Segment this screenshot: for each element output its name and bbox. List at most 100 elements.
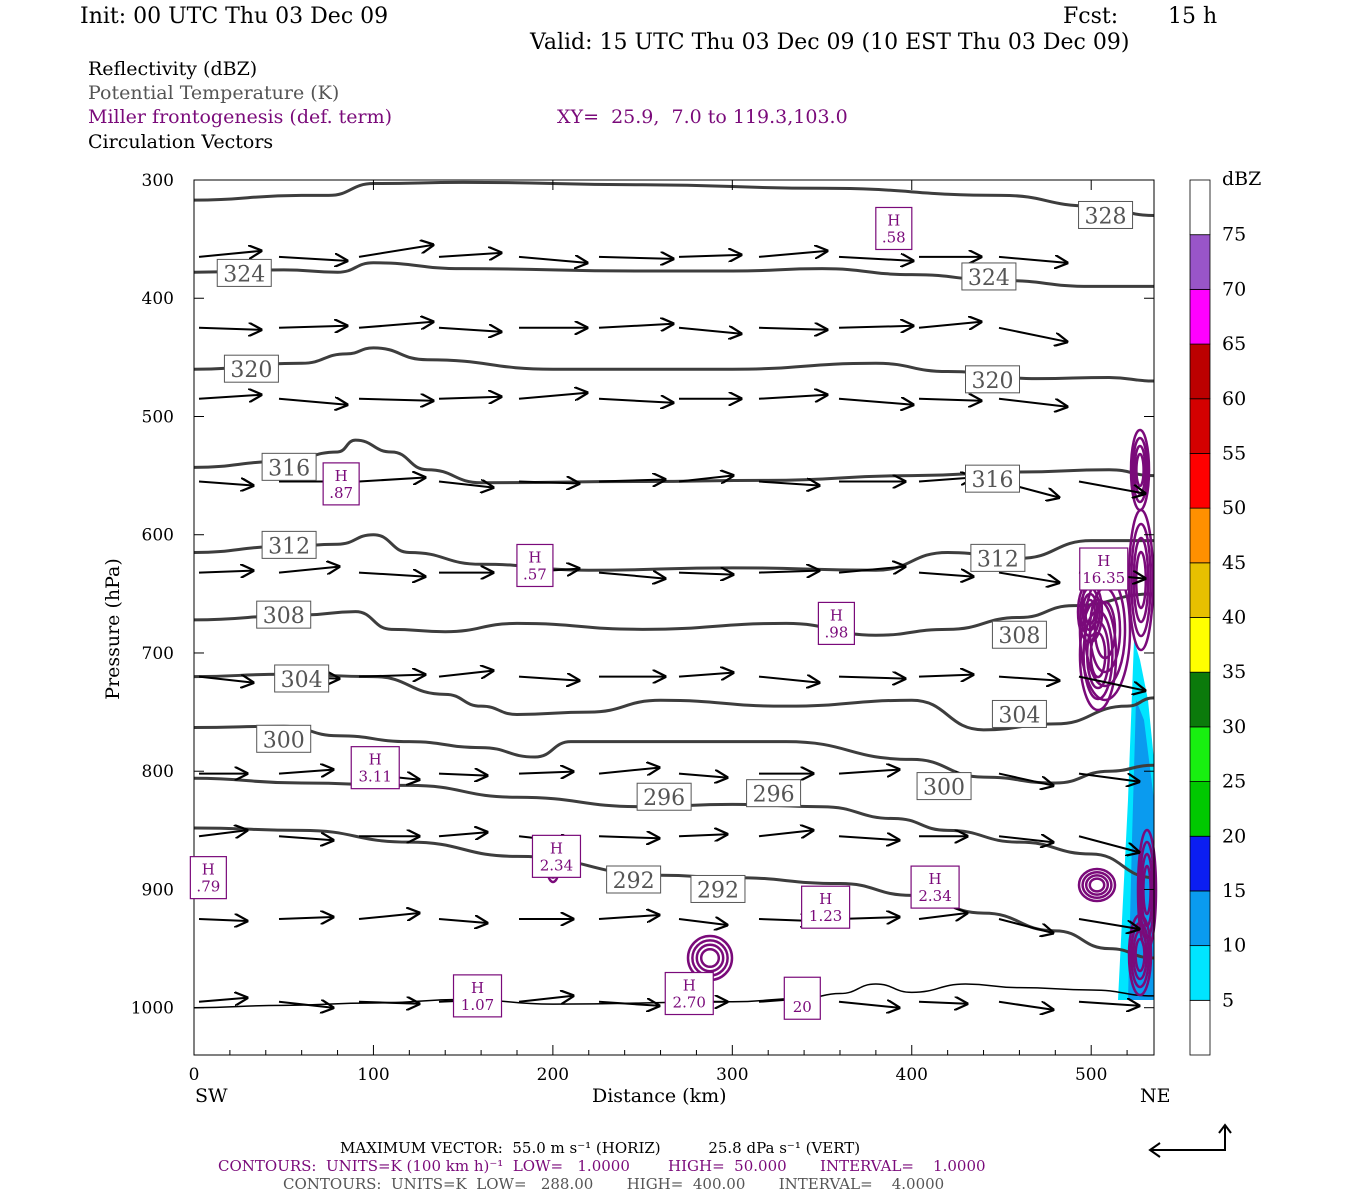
frontogenesis-max-value: .79	[196, 878, 220, 896]
theta-label-box	[261, 530, 317, 559]
circulation-vector	[998, 257, 1067, 263]
frontogenesis-max-marker: H	[369, 751, 382, 769]
theta-contour	[193, 592, 1155, 637]
x-axis-label: Distance (km)	[592, 1085, 727, 1107]
frontogenesis-max-box	[1079, 547, 1129, 591]
circulation-vector	[838, 1002, 899, 1008]
circulation-vector	[678, 255, 741, 257]
circulation-vector	[1078, 918, 1139, 929]
theta-label: 304	[998, 703, 1040, 728]
circulation-vector	[358, 1002, 419, 1004]
circulation-vector	[438, 919, 487, 923]
y-tick-label: 500	[142, 407, 174, 427]
circulation-vector	[518, 257, 587, 263]
frontogenesis-contour	[1127, 508, 1155, 652]
colorbar-unit: dBZ	[1222, 168, 1262, 190]
colorbar-swatch	[1189, 617, 1211, 673]
circulation-vector	[918, 322, 981, 328]
theta-label: 300	[923, 776, 965, 801]
circulation-vector	[198, 482, 253, 486]
colorbar-level-label: 15	[1222, 880, 1246, 902]
theta-label: 324	[223, 262, 265, 287]
colorbar-level-label: 75	[1222, 224, 1246, 246]
theta-label: 320	[972, 369, 1014, 394]
init-time: Init: 00 UTC Thu 03 Dec 09	[80, 4, 389, 29]
frontogenesis-contour	[695, 943, 725, 973]
circulation-vector	[278, 770, 333, 774]
theta-label: 308	[263, 604, 305, 629]
circulation-vector	[438, 832, 487, 836]
theta-contour	[193, 180, 1155, 217]
circulation-vector	[758, 677, 819, 683]
circulation-vector	[918, 478, 973, 482]
colorbar-swatch	[1189, 726, 1211, 782]
circulation-vector	[998, 836, 1053, 842]
circulation-vector	[998, 918, 1053, 933]
frontogenesis-contour	[1127, 913, 1153, 997]
frontogenesis-max-value: 3.11	[359, 768, 392, 786]
frontogenesis-max-value: 20	[793, 998, 812, 1016]
frontogenesis-max-value: .57	[523, 565, 547, 583]
colorbar-level-label: 5	[1222, 989, 1234, 1011]
theta-contour	[193, 826, 1155, 960]
circulation-vector	[278, 917, 333, 919]
colorbar-swatch	[1189, 288, 1211, 345]
theta-label-box	[223, 354, 279, 383]
y-tick-label: 600	[142, 526, 174, 546]
theta-label: 296	[753, 783, 795, 808]
xy-range: XY= 25.9, 7.0 to 119.3,103.0	[557, 106, 848, 128]
colorbar-swatch	[1189, 507, 1211, 564]
theta-label: 316	[972, 468, 1014, 493]
circulation-vector	[918, 675, 973, 677]
theta-label: 292	[697, 878, 739, 903]
colorbar-swatch	[1189, 835, 1211, 892]
frontogenesis-contour	[699, 947, 721, 969]
theta-label-box	[970, 543, 1026, 572]
circulation-vector	[518, 772, 573, 774]
theta-label: 316	[268, 456, 310, 481]
frontogenesis-max-box	[189, 856, 227, 900]
frontogenesis-max-box	[817, 601, 855, 646]
theta-label-box	[636, 782, 692, 811]
frontogenesis-contour	[1083, 598, 1097, 626]
x-tick-label: 500	[1075, 1065, 1107, 1085]
colorbar-swatch	[1189, 343, 1211, 400]
circulation-vector	[198, 251, 261, 257]
theta-label-box	[274, 664, 330, 693]
theta-label: 328	[1085, 204, 1127, 229]
circulation-vector	[838, 770, 899, 774]
circulation-vector	[678, 919, 727, 925]
frontogenesis-max-marker: H	[202, 861, 215, 879]
circulation-vector	[838, 399, 913, 405]
theta-label: 320	[230, 358, 272, 383]
theta-label-box	[256, 600, 312, 629]
x-axis-right-end-label: NE	[1140, 1085, 1171, 1107]
frontogenesis-max-box	[664, 971, 714, 1016]
forecast-hour: 15 h	[1168, 4, 1218, 29]
theta-label: 292	[613, 869, 655, 894]
theta-contour	[193, 724, 1155, 785]
circulation-vector	[918, 399, 981, 401]
theta-label-box	[1078, 200, 1134, 229]
circulation-vector	[1078, 675, 1145, 691]
circulation-vector	[758, 395, 827, 399]
colorbar-level-label: 50	[1222, 497, 1246, 519]
frontogenesis-max-marker: H	[929, 870, 942, 888]
theta-label-box	[916, 772, 972, 801]
y-tick-label: 300	[142, 171, 174, 191]
circulation-vector	[198, 395, 261, 399]
footer-frontogenesis-contours: CONTOURS: UNITS=K (100 km h)⁻¹ LOW= 1.00…	[218, 1157, 986, 1175]
circulation-vector	[1078, 1002, 1139, 1006]
circulation-vector	[438, 328, 501, 332]
frontogenesis-max-marker: H	[335, 467, 348, 485]
circulation-vector	[198, 919, 247, 921]
circulation-vector	[998, 677, 1059, 681]
circulation-vector	[838, 326, 913, 328]
frontogenesis-contour	[1088, 877, 1106, 893]
theta-label-box	[690, 874, 746, 903]
theta-label: 312	[268, 534, 310, 559]
theta-label-box	[216, 258, 272, 287]
circulation-vector	[998, 326, 1067, 342]
circulation-vector	[198, 998, 247, 1002]
frontogenesis-max-marker: H	[830, 606, 843, 624]
